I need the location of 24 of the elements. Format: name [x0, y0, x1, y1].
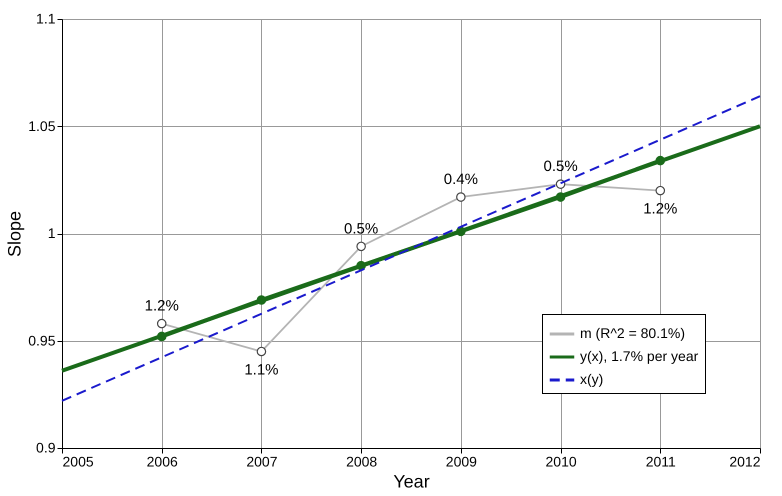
annotation: 1.2% — [144, 298, 179, 315]
x-tick-label: 2012 — [729, 454, 761, 470]
annotation: 0.5% — [543, 158, 578, 176]
annotation: 1.2% — [643, 200, 678, 218]
x-axis-title: Year — [393, 472, 430, 492]
y-tick-label: 1.1 — [36, 10, 56, 26]
legend-label: m (R^2 = 80.1%) — [580, 325, 685, 341]
annotation: 0.4% — [444, 171, 478, 188]
x-tick-label: 2010 — [545, 454, 577, 470]
y-tick-label: 1 — [48, 225, 56, 241]
x-tick-label: 2009 — [446, 454, 478, 470]
x-tick-label: 2011 — [646, 454, 676, 470]
y-tick-label: 0.95 — [28, 332, 56, 348]
annotation: 1.1% — [244, 361, 279, 378]
legend-label: y(x), 1.7% per year — [580, 348, 699, 364]
x-tick-label: 2008 — [346, 454, 378, 470]
x-tick-label: 2007 — [246, 454, 278, 470]
annotation: 0.5% — [344, 220, 378, 238]
y-axis-title: Slope — [4, 210, 24, 258]
y-tick-label: 1.05 — [28, 118, 56, 134]
legend-label: x(y) — [580, 371, 604, 387]
y-tick-label: 0.9 — [36, 440, 56, 456]
x-tick-label: 2006 — [146, 454, 178, 470]
x-tick-label: 2005 — [62, 454, 94, 470]
